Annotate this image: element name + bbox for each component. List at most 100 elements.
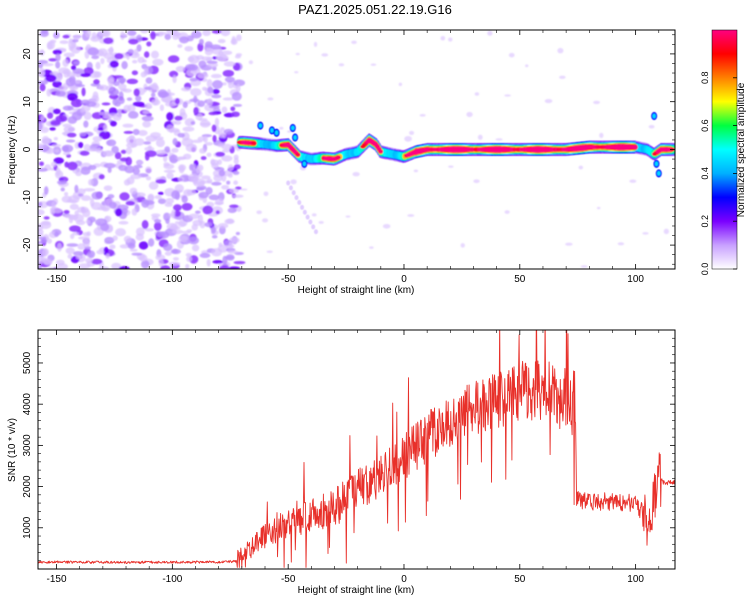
noise-blob — [228, 266, 241, 269]
noise-blob — [466, 111, 473, 118]
noise-blob — [215, 53, 228, 62]
noise-blob — [63, 52, 75, 58]
noise-blob — [208, 194, 220, 201]
noise-blob — [629, 179, 637, 183]
noise-blob — [71, 65, 77, 71]
noise-blob — [38, 63, 44, 69]
noise-blob — [215, 210, 220, 215]
y-tick-label: 2000 — [22, 475, 33, 498]
ridge-blob — [302, 209, 307, 215]
noise-blob — [408, 130, 415, 135]
noise-blob — [172, 138, 178, 146]
figure-title: PAZ1.2025.051.22.19.G16 — [298, 2, 452, 17]
noise-blob — [126, 177, 135, 185]
noise-blob — [198, 191, 209, 199]
noise-blob — [267, 97, 274, 101]
noise-blob — [174, 120, 182, 125]
noise-blob — [160, 265, 171, 269]
noise-blob — [218, 169, 226, 177]
spectrogram-y-axis: -20 -10 0 10 20 — [22, 34, 675, 265]
noise-blob — [114, 152, 122, 160]
noise-blob — [178, 235, 188, 243]
noise-blob — [197, 214, 204, 224]
noise-blob — [211, 30, 223, 34]
noise-blob — [88, 179, 94, 186]
noise-blob — [559, 75, 566, 79]
noise-blob — [83, 187, 96, 192]
noise-blob — [63, 126, 76, 133]
noise-blob — [184, 45, 194, 52]
noise-blob — [141, 115, 154, 122]
noise-blob — [487, 30, 493, 36]
noise-blob — [508, 52, 515, 58]
snr-frame — [37, 329, 676, 570]
noise-blob — [127, 30, 137, 36]
noise-blob — [186, 69, 197, 77]
noise-blob — [38, 266, 42, 269]
noise-blob — [55, 61, 61, 69]
noise-blob — [229, 204, 239, 209]
noise-blob — [203, 135, 208, 143]
noise-blob — [214, 201, 224, 205]
noise-blob — [87, 250, 96, 259]
noise-blob — [88, 165, 97, 171]
noise-blob — [103, 162, 116, 169]
noise-blob — [146, 41, 152, 47]
noise-blob — [84, 46, 90, 51]
noise-blob — [121, 61, 128, 70]
noise-blob — [58, 85, 68, 92]
noise-blob — [118, 83, 127, 90]
noise-blob — [164, 101, 177, 107]
noise-blob — [233, 260, 246, 265]
x-tick-label: -100 — [162, 274, 182, 285]
noise-blob — [172, 74, 177, 84]
noise-blob — [232, 103, 243, 107]
noise-blob — [200, 156, 207, 161]
noise-blob — [143, 200, 155, 206]
noise-blob — [599, 132, 604, 139]
noise-blob — [85, 219, 91, 224]
noise-blob — [201, 175, 211, 180]
y-tick-label: 0 — [22, 146, 33, 152]
noise-blob — [256, 210, 262, 215]
noise-blob — [232, 194, 244, 198]
colorbar-tick-label: 0.2 — [700, 215, 710, 228]
noise-blob — [211, 248, 223, 257]
noise-blob — [111, 262, 122, 269]
noise-blob — [206, 79, 213, 89]
noise-blob — [75, 254, 82, 260]
snr-y-axis: 1000 2000 3000 4000 5000 — [22, 329, 675, 562]
noise-blob — [77, 141, 84, 149]
noise-blob — [175, 66, 186, 73]
noise-blob — [206, 178, 213, 184]
noise-blob — [185, 64, 196, 71]
noise-blob — [525, 64, 529, 68]
noise-blob — [125, 156, 133, 166]
noise-blob — [231, 111, 240, 118]
ridge-blob — [654, 161, 659, 167]
noise-blob — [231, 91, 242, 101]
noise-blob — [83, 67, 94, 75]
noise-blob — [93, 71, 102, 78]
noise-blob — [42, 63, 54, 67]
noise-blob — [50, 120, 61, 126]
noise-blob — [117, 77, 127, 84]
noise-blob — [86, 231, 91, 237]
y-tick-label: 1000 — [22, 516, 33, 539]
noise-blob — [53, 137, 58, 141]
noise-blob — [211, 94, 222, 99]
noise-blob — [313, 41, 318, 47]
ridge-blob — [291, 125, 295, 131]
noise-blob — [174, 98, 180, 105]
noise-blob — [57, 180, 67, 185]
noise-blob — [62, 151, 71, 156]
noise-blob — [40, 238, 48, 244]
noise-blob — [226, 218, 234, 224]
noise-blob — [185, 263, 190, 269]
noise-blob — [155, 149, 167, 156]
noise-blob — [106, 139, 117, 147]
noise-blob — [53, 157, 65, 165]
colorbar-bar — [711, 29, 738, 270]
noise-blob — [119, 244, 130, 249]
noise-blob — [197, 100, 206, 108]
